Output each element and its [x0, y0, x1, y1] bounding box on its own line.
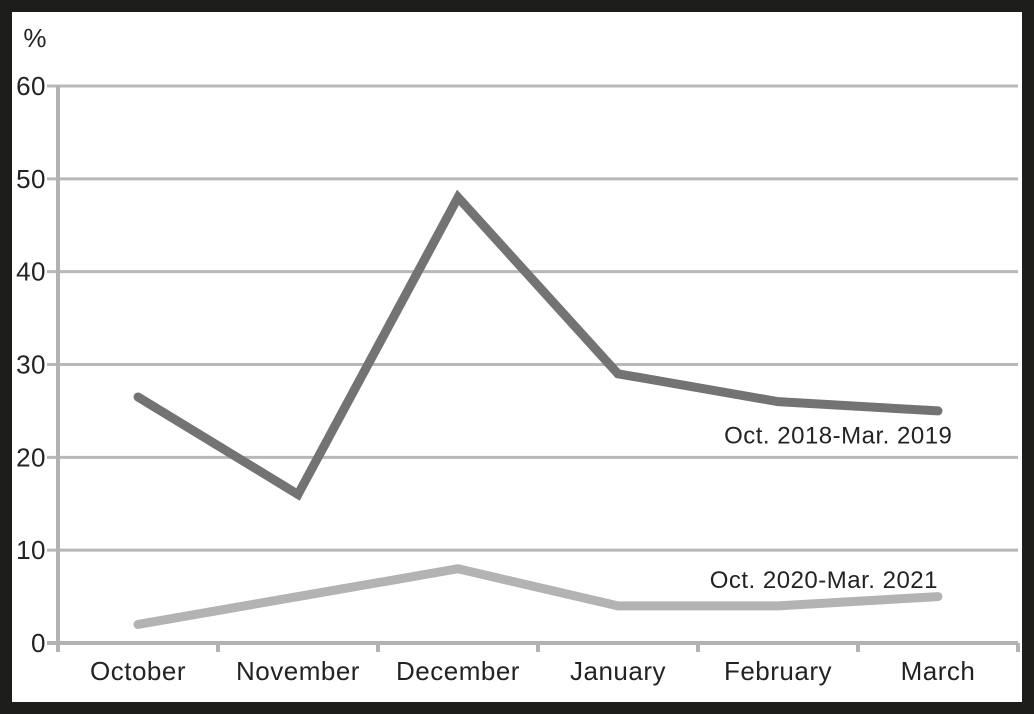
x-category-label-february: February — [724, 656, 832, 686]
x-category-label-january: January — [570, 656, 666, 686]
series-label-0: Oct. 2018-Mar. 2019 — [724, 422, 952, 449]
y-tick-label-50: 50 — [16, 164, 46, 194]
y-tick-label-0: 0 — [31, 628, 46, 658]
series-label-1: Oct. 2020-Mar. 2021 — [710, 567, 938, 594]
y-tick-label-30: 30 — [16, 350, 46, 380]
y-axis-unit-label: % — [23, 23, 47, 53]
x-category-label-october: October — [90, 656, 186, 686]
y-tick-label-10: 10 — [16, 535, 46, 565]
x-category-label-november: November — [236, 656, 360, 686]
x-category-label-december: December — [396, 656, 520, 686]
y-tick-label-60: 60 — [16, 71, 46, 101]
series-line-0 — [133, 189, 943, 501]
y-tick-label-20: 20 — [16, 442, 46, 472]
series-line-1 — [133, 564, 943, 629]
y-tick-label-40: 40 — [16, 257, 46, 287]
x-category-label-march: March — [901, 656, 976, 686]
